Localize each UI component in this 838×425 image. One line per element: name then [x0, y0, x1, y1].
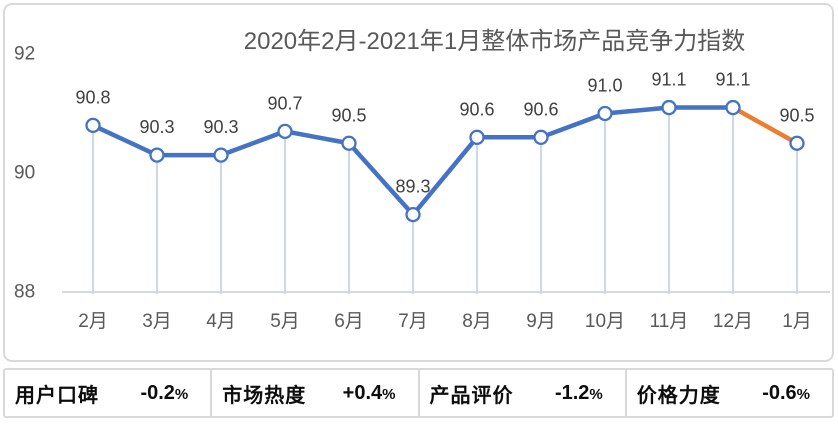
data-label: 90.3 [203, 117, 238, 137]
x-axis-tick-label: 2月 [78, 311, 108, 332]
percent-sign: % [174, 385, 189, 403]
chart-card: 2020年2月-2021年1月整体市场产品竞争力指数 90.8 90.3 90.3 9… [3, 3, 834, 362]
x-axis-tick-label: 4月 [206, 311, 236, 332]
stat-value: -0.2% [140, 382, 188, 405]
data-point-marker [661, 99, 677, 116]
stat-label: 产品评价 [429, 384, 514, 407]
percent-sign: % [382, 385, 396, 403]
x-axis-tick-label: 9月 [526, 311, 556, 332]
y-axis-tick-label: 92 [14, 44, 35, 65]
data-point-marker [533, 129, 549, 145]
y-axis-tick-label: 90 [14, 163, 35, 184]
stat-cell-product-rating: 产品评价 -1.2% [417, 370, 625, 416]
x-axis-tick-label: 1月 [782, 311, 812, 332]
stat-value-number: +0.4 [342, 381, 383, 404]
data-point-marker [597, 105, 613, 122]
index-line [90, 105, 736, 217]
stat-value-number: -0.2 [140, 381, 175, 404]
chart-title: 2020年2月-2021年1月整体市场产品竞争力指数 [243, 28, 746, 55]
data-point-marker [149, 147, 165, 163]
data-label: 90.6 [459, 99, 494, 119]
stat-value-number: -1.2 [554, 381, 590, 404]
stat-cell-price-strength: 价格力度 -0.6% [624, 370, 832, 416]
data-label: 90.7 [267, 93, 302, 113]
x-axis-tick-label: 8月 [462, 311, 492, 332]
competitiveness-chart: 90.8 90.3 90.3 90.7 90.5 89.3 90.6 90.6 91.0 91.1… [14, 44, 830, 332]
index-line-last-segment [730, 105, 800, 146]
data-label: 90.5 [779, 105, 814, 125]
stat-cell-market-heat: 市场热度 +0.4% [210, 370, 417, 416]
data-label: 90.3 [139, 117, 174, 137]
data-label: 91.1 [715, 70, 750, 90]
stat-value-number: -0.6 [762, 381, 797, 404]
data-point-marker [85, 117, 101, 134]
x-axis-tick-label: 3月 [142, 311, 172, 332]
data-point-marker [405, 206, 421, 223]
stat-value: -0.6% [762, 382, 810, 405]
stat-value: +0.4% [343, 382, 396, 405]
x-axis-tick-label: 11月 [650, 311, 689, 332]
stat-label: 价格力度 [636, 384, 721, 407]
data-label: 89.3 [395, 177, 430, 197]
stat-cell-user-reputation: 用户口碑 -0.2% [5, 370, 210, 416]
data-label: 90.8 [75, 87, 110, 107]
data-point-marker [341, 135, 357, 151]
data-point-marker [277, 123, 293, 139]
data-point-marker [213, 147, 229, 163]
data-point-marker [789, 135, 805, 151]
percent-sign: % [589, 385, 603, 403]
data-label: 91.0 [587, 76, 622, 96]
stats-bar: 用户口碑 -0.2% 市场热度 +0.4% 产品评价 -1.2% 价格力度 -0… [3, 368, 834, 418]
stat-value: -1.2% [555, 382, 603, 405]
stat-label: 市场热度 [222, 384, 307, 407]
y-axis-tick-label: 88 [14, 282, 35, 303]
x-axis-tick-label: 10月 [585, 311, 625, 332]
data-point-marker [725, 99, 741, 116]
x-axis-tick-label: 6月 [334, 311, 364, 332]
x-axis-tick-label: 5月 [270, 311, 300, 332]
x-axis-tick-label: 12月 [713, 311, 753, 332]
percent-sign: % [796, 385, 810, 403]
data-label: 90.5 [331, 105, 366, 125]
data-label: 90.6 [523, 99, 558, 119]
x-axis-tick-label: 7月 [398, 311, 428, 332]
data-label: 91.1 [651, 70, 686, 90]
data-point-marker [469, 129, 485, 145]
stat-label: 用户口碑 [15, 384, 99, 407]
